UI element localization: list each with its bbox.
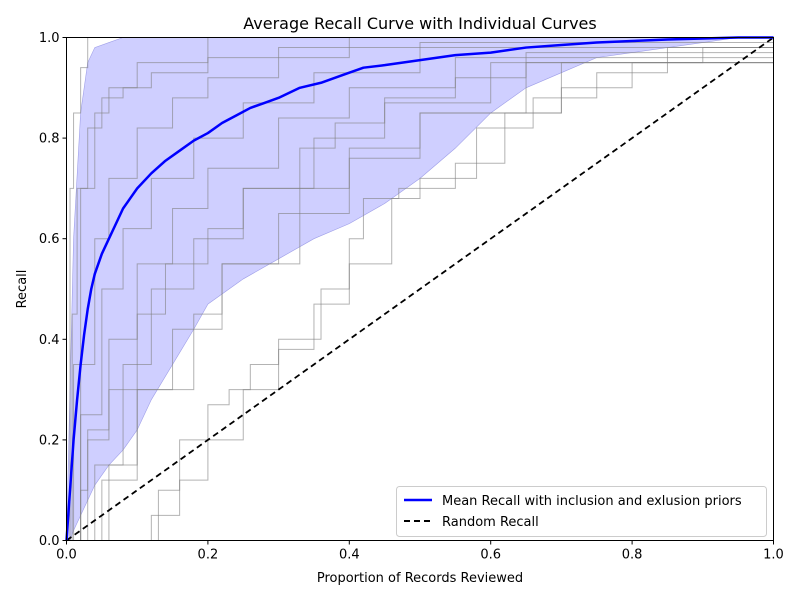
x-axis-label: Proportion of Records Reviewed xyxy=(317,571,523,586)
y-axis-ticks: 0.0 0.2 0.4 0.6 0.8 1.0 xyxy=(39,31,67,549)
individual-curve-12 xyxy=(66,37,774,541)
legend-box xyxy=(396,486,767,537)
x-tick-label-0: 0.0 xyxy=(56,548,77,563)
mean-recall-line xyxy=(65,36,774,541)
y-tick-label-3: 0.6 xyxy=(39,232,60,247)
x-tick-label-4: 0.8 xyxy=(622,548,643,563)
legend-mean-label: Mean Recall with inclusion and exlusion … xyxy=(442,494,742,509)
y-tick-label-4: 0.8 xyxy=(39,132,60,147)
y-tick-label-1: 0.2 xyxy=(39,433,60,448)
individual-curve-10 xyxy=(66,37,774,541)
plot-frame xyxy=(66,37,774,541)
individual-curves-layer xyxy=(66,37,774,541)
individual-curve-4 xyxy=(66,37,774,541)
random-recall-line xyxy=(65,36,775,542)
mean-recall-layer xyxy=(65,36,774,541)
legend: Mean Recall with inclusion and exlusion … xyxy=(396,486,767,537)
x-tick-label-2: 0.4 xyxy=(339,548,360,563)
x-tick-label-1: 0.2 xyxy=(198,548,219,563)
plot-area xyxy=(65,36,775,542)
x-axis-ticks: 0.0 0.2 0.4 0.6 0.8 1.0 xyxy=(56,540,784,563)
individual-curve-1 xyxy=(66,37,774,541)
y-axis-label: Recall xyxy=(15,270,30,309)
y-tick-label-5: 1.0 xyxy=(39,31,60,46)
individual-curve-3 xyxy=(66,37,774,541)
individual-curve-9 xyxy=(66,37,774,541)
chart-title: Average Recall Curve with Individual Cur… xyxy=(243,14,596,33)
individual-curve-11 xyxy=(66,37,774,541)
x-tick-label-3: 0.6 xyxy=(480,548,501,563)
y-tick-label-0: 0.0 xyxy=(39,534,60,549)
random-recall-layer xyxy=(65,36,775,542)
x-tick-label-5: 1.0 xyxy=(763,548,784,563)
y-tick-label-2: 0.4 xyxy=(39,333,60,348)
legend-random-label: Random Recall xyxy=(442,515,539,530)
